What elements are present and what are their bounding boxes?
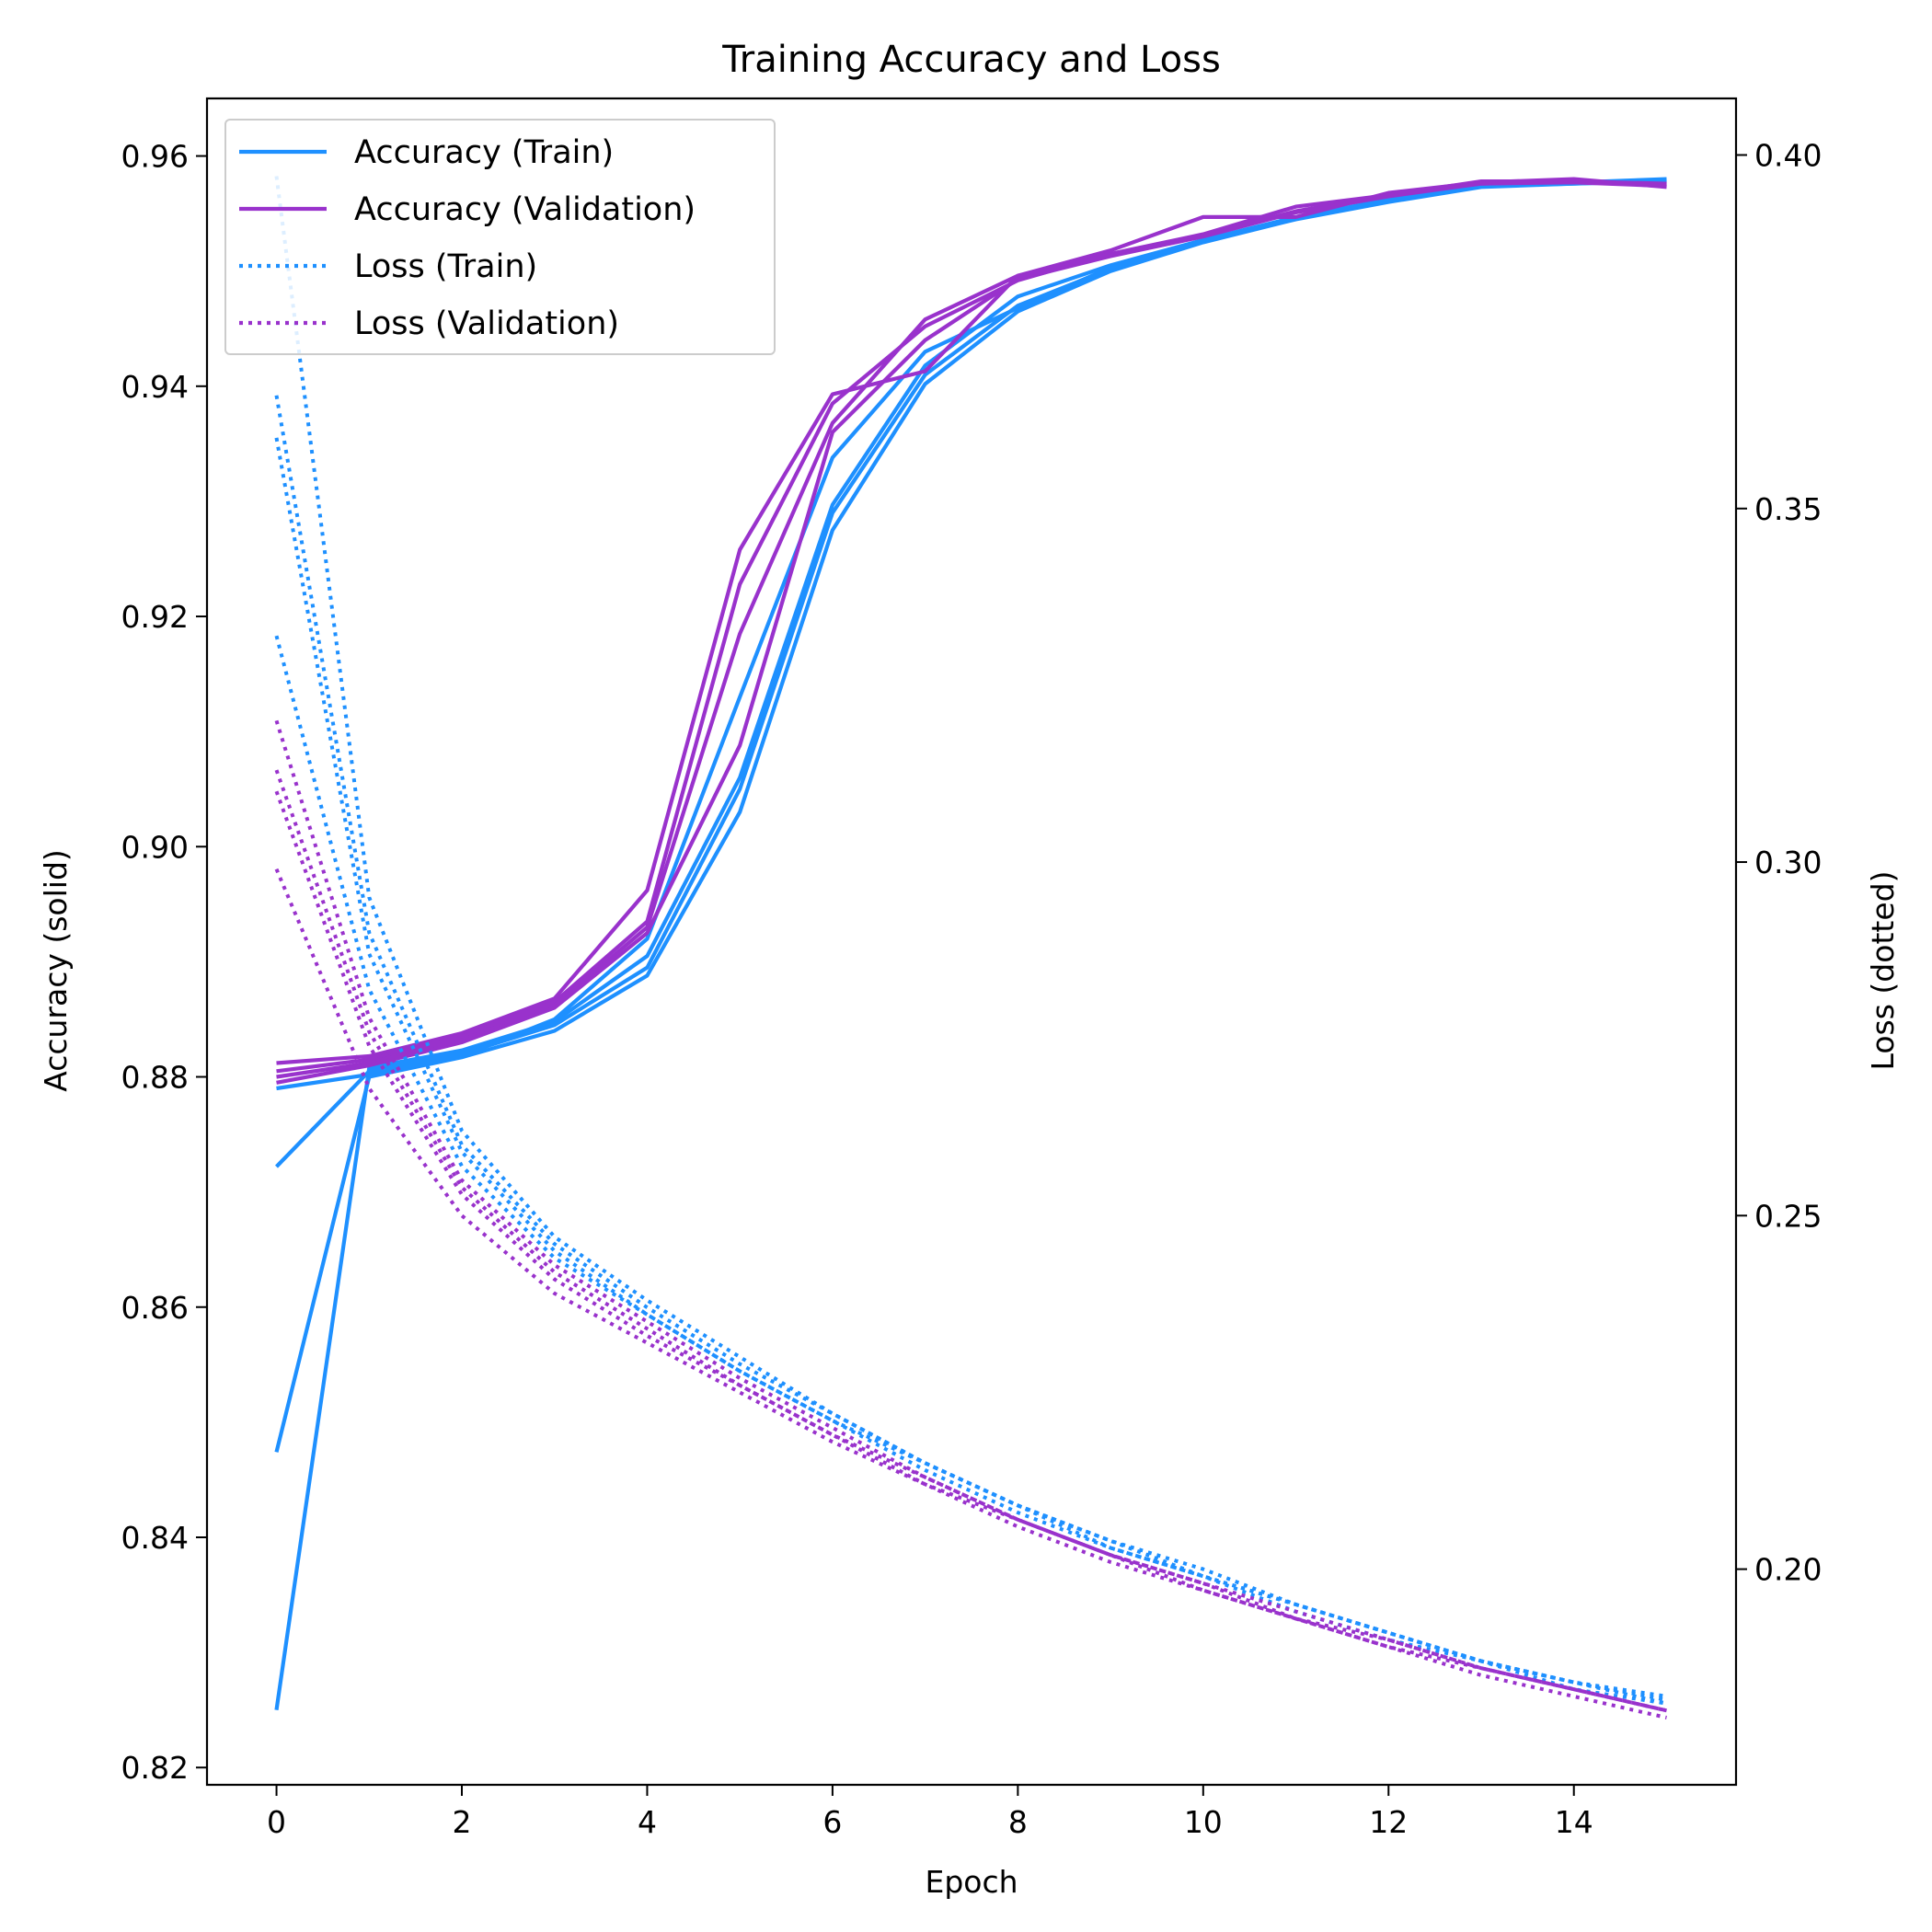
y-tick-label-right: 0.25 bbox=[1754, 1198, 1822, 1234]
x-tick-label: 4 bbox=[638, 1804, 657, 1840]
series-layer bbox=[274, 176, 1667, 1719]
legend-label: Loss (Validation) bbox=[354, 305, 619, 342]
y-axis-label-right: Loss (dotted) bbox=[1865, 871, 1901, 1071]
legend-label: Accuracy (Validation) bbox=[354, 191, 696, 228]
series-line-loss-validation-14 bbox=[274, 790, 1667, 1713]
x-tick-label: 10 bbox=[1184, 1804, 1223, 1840]
y-tick-label-left: 0.92 bbox=[121, 599, 189, 635]
y-tick-label-left: 0.96 bbox=[121, 139, 189, 175]
legend-items: Accuracy (Train) Accuracy (Validation) Los… bbox=[239, 134, 696, 342]
y-tick-label-left: 0.88 bbox=[121, 1060, 189, 1096]
y-tick-label-right: 0.35 bbox=[1754, 491, 1822, 527]
chart-title: Training Accuracy and Loss bbox=[721, 39, 1221, 81]
legend: Accuracy (Train) Accuracy (Validation) Los… bbox=[224, 119, 776, 355]
legend-label: Loss (Train) bbox=[354, 248, 537, 285]
y-tick-label-right: 0.30 bbox=[1754, 845, 1822, 880]
x-tick-label: 12 bbox=[1369, 1804, 1408, 1840]
x-tick-label: 0 bbox=[267, 1804, 286, 1840]
series-line-loss-train-10 bbox=[274, 437, 1667, 1698]
x-tick-label: 8 bbox=[1008, 1804, 1028, 1840]
y-tick-label-left: 0.86 bbox=[121, 1290, 189, 1326]
series-line-accuracy-train-3 bbox=[276, 179, 1667, 1091]
y-tick-label-left: 0.94 bbox=[121, 369, 189, 405]
x-tick-label: 2 bbox=[453, 1804, 472, 1840]
y-tick-label-right: 0.20 bbox=[1754, 1552, 1822, 1588]
y-tick-label-left: 0.84 bbox=[121, 1520, 189, 1556]
x-tick-label: 6 bbox=[822, 1804, 842, 1840]
series-line-loss-validation-13 bbox=[274, 769, 1667, 1713]
legend-frame bbox=[224, 119, 776, 355]
x-axis-label: Epoch bbox=[925, 1864, 1018, 1900]
series-line-accuracy-validation-7 bbox=[276, 180, 1667, 1085]
plot-frame bbox=[205, 97, 1738, 1787]
series-line-loss-validation-15 bbox=[274, 868, 1667, 1719]
y-tick-label-left: 0.82 bbox=[121, 1750, 189, 1786]
y-tick-label-left: 0.90 bbox=[121, 829, 189, 865]
axes-layer: 0 2 4 6 8 10 12 14 0.82 0.84 0.86 0.88 0.90 0.92 0.94 0… bbox=[121, 97, 1822, 1840]
y-axis-label-left: Accuracy (solid) bbox=[38, 849, 74, 1092]
x-tick-label: 14 bbox=[1555, 1804, 1593, 1840]
y-tick-label-right: 0.40 bbox=[1754, 137, 1822, 173]
legend-label: Accuracy (Train) bbox=[354, 134, 614, 171]
